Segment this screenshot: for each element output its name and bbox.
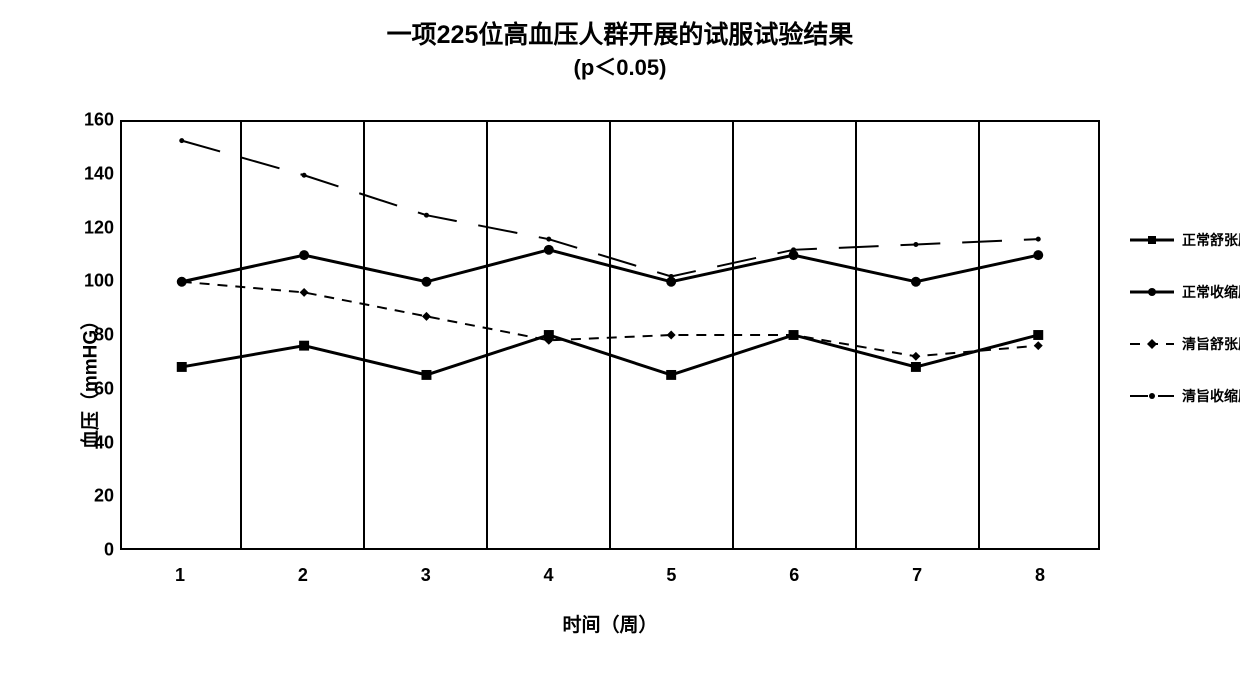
legend-item: 正常收缩压	[1130, 282, 1240, 302]
chart-title-line1: 一项225位高血压人群开展的试服试验结果	[0, 18, 1240, 53]
x-tick-label: 6	[789, 565, 799, 586]
x-gridline	[486, 120, 488, 550]
series-marker	[546, 237, 551, 242]
series-marker	[422, 312, 431, 321]
legend-label: 正常舒张压	[1182, 230, 1240, 250]
x-tick-label: 3	[421, 565, 431, 586]
y-tick-label: 80	[80, 325, 114, 346]
x-gridline	[240, 120, 242, 550]
legend-label: 清旨收缩压	[1182, 386, 1240, 406]
legend: 正常舒张压正常收缩压清旨舒张压清旨收缩压	[1130, 230, 1240, 438]
series-marker	[179, 138, 184, 143]
series-marker	[1034, 341, 1043, 350]
series-marker	[421, 277, 431, 287]
series-marker	[911, 277, 921, 287]
series-marker	[544, 245, 554, 255]
legend-swatch	[1130, 233, 1174, 247]
y-tick-label: 20	[80, 486, 114, 507]
series-marker	[299, 250, 309, 260]
y-tick-label: 100	[80, 271, 114, 292]
legend-label: 正常收缩压	[1182, 282, 1240, 302]
x-gridline	[978, 120, 980, 550]
chart-container: 血压（mmHG） 020406080100120140160 12345678 …	[30, 110, 1220, 650]
x-tick-label: 7	[912, 565, 922, 586]
series-marker	[421, 370, 431, 380]
series-marker	[299, 341, 309, 351]
x-gridline	[855, 120, 857, 550]
y-tick-label: 160	[80, 110, 114, 131]
series-marker	[424, 213, 429, 218]
series-marker	[666, 370, 676, 380]
series-marker	[1033, 330, 1043, 340]
legend-label: 清旨舒张压	[1182, 334, 1240, 354]
chart-title-line2: (p＜0.05)	[0, 53, 1240, 84]
series-marker	[911, 352, 920, 361]
legend-item: 清旨收缩压	[1130, 386, 1240, 406]
x-gridline	[363, 120, 365, 550]
series-marker	[1036, 237, 1041, 242]
x-tick-label: 8	[1035, 565, 1045, 586]
series-marker	[177, 362, 187, 372]
legend-swatch	[1130, 337, 1174, 351]
x-gridline	[609, 120, 611, 550]
x-gridline	[732, 120, 734, 550]
series-marker	[791, 247, 796, 252]
legend-swatch	[1130, 389, 1174, 403]
y-tick-label: 60	[80, 378, 114, 399]
series-marker	[300, 288, 309, 297]
series-marker	[1033, 250, 1043, 260]
x-axis-label: 时间（周）	[120, 610, 1100, 637]
series-marker	[667, 331, 676, 340]
x-tick-label: 2	[298, 565, 308, 586]
x-tick-label: 1	[175, 565, 185, 586]
legend-swatch	[1130, 285, 1174, 299]
legend-item: 清旨舒张压	[1130, 334, 1240, 354]
legend-item: 正常舒张压	[1130, 230, 1240, 250]
series-marker	[911, 362, 921, 372]
y-tick-label: 0	[80, 540, 114, 561]
chart-title: 一项225位高血压人群开展的试服试验结果 (p＜0.05)	[0, 0, 1240, 84]
series-marker	[913, 242, 918, 247]
x-tick-label: 4	[544, 565, 554, 586]
x-tick-label: 5	[666, 565, 676, 586]
y-tick-label: 40	[80, 432, 114, 453]
y-tick-label: 140	[80, 163, 114, 184]
series-marker	[669, 274, 674, 279]
series-marker	[302, 173, 307, 178]
y-tick-label: 120	[80, 217, 114, 238]
